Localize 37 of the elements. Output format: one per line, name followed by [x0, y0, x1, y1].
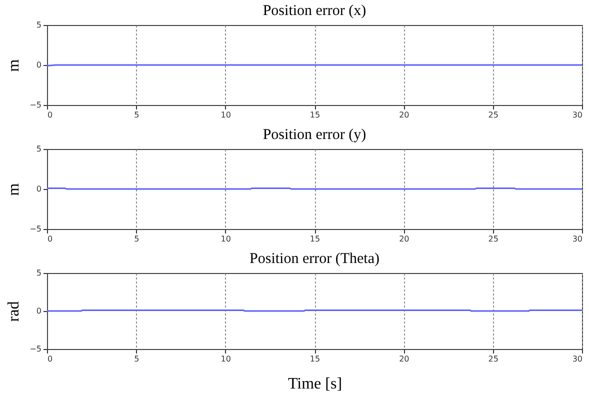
- y-tick-label: 0: [36, 60, 42, 70]
- y-tick-label: 0: [36, 184, 42, 194]
- y-tick-label: −5: [30, 224, 42, 234]
- x-tick-label: 5: [134, 234, 140, 244]
- x-tick-label: 10: [220, 234, 231, 244]
- chart-title: Position error (y): [262, 127, 366, 143]
- y-tick-label: −5: [30, 100, 42, 110]
- x-tick-label: 15: [310, 234, 320, 244]
- x-tick-label: 0: [48, 234, 53, 244]
- y-axis-title: rad: [6, 301, 23, 322]
- x-tick-label: 15: [310, 354, 320, 364]
- y-tick-label: 5: [36, 144, 42, 154]
- x-axis-title: Time [s]: [288, 376, 342, 392]
- x-tick-label: 20: [399, 234, 410, 244]
- x-tick-label: 30: [572, 354, 582, 364]
- y-tick-label: 5: [36, 20, 42, 30]
- x-tick-label: 15: [310, 110, 320, 120]
- chart-title: Position error (x): [262, 3, 366, 19]
- x-tick-label: 20: [399, 354, 410, 364]
- x-tick-label: 30: [572, 110, 582, 120]
- x-tick-label: 5: [134, 110, 140, 120]
- x-tick-label: 25: [488, 354, 498, 364]
- x-tick-label: 25: [488, 110, 498, 120]
- x-tick-label: 0: [48, 354, 53, 364]
- x-tick-label: 20: [399, 110, 410, 120]
- y-tick-label: 5: [36, 268, 42, 278]
- y-tick-label: 0: [36, 306, 42, 316]
- y-axis-title: m: [6, 58, 23, 72]
- x-tick-label: 30: [572, 234, 582, 244]
- x-tick-label: 25: [488, 234, 498, 244]
- x-tick-label: 10: [220, 110, 231, 120]
- x-tick-label: 5: [134, 354, 140, 364]
- chart-title: Position error (Theta): [250, 251, 380, 267]
- y-axis-title: m: [6, 182, 23, 196]
- x-tick-label: 0: [48, 110, 53, 120]
- y-tick-label: −5: [30, 344, 42, 354]
- x-tick-label: 10: [220, 354, 231, 364]
